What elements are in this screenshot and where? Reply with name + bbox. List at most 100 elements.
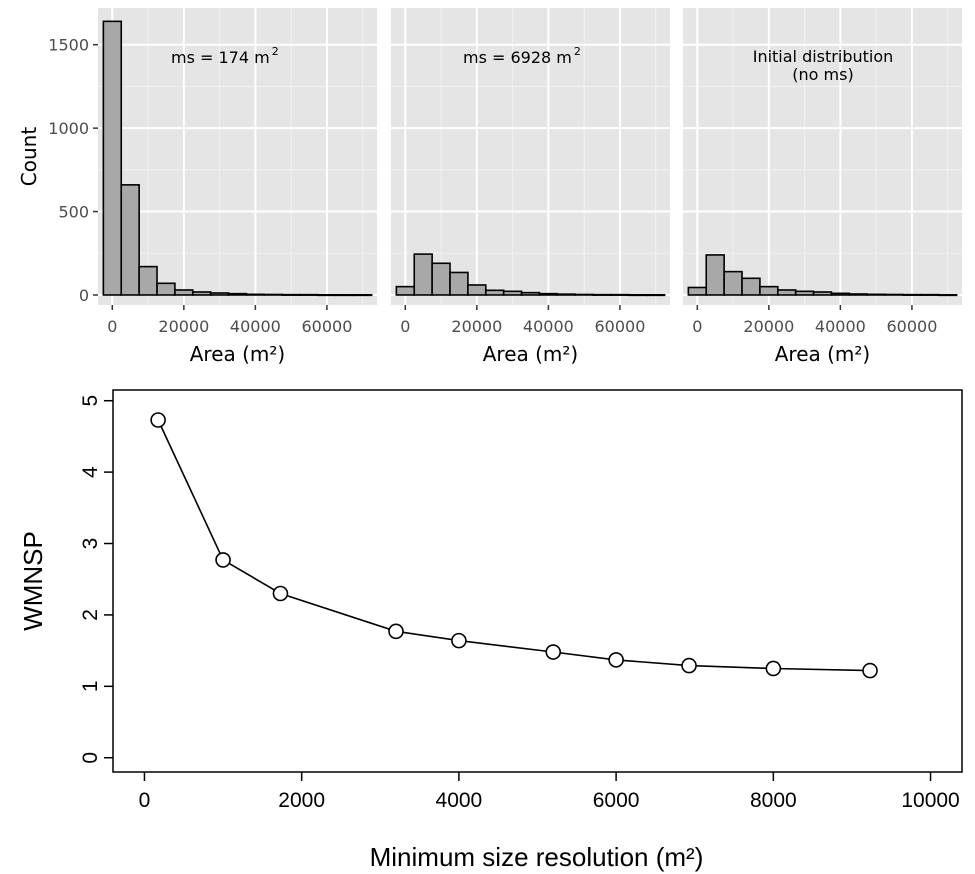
panel-annotation: ms = 6928 m: [463, 48, 572, 67]
histogram-bar: [120, 184, 140, 296]
histogram-bar: [866, 293, 886, 296]
histogram-panel-1: 0 20000 40000 60000 Area (m²) 0 500 1000 1500 Cou…: [17, 8, 377, 366]
y-tick-label: 1000: [48, 119, 89, 138]
x-tick-label: 60000: [594, 317, 645, 336]
x-tick-label: 60000: [886, 317, 937, 336]
histogram-bar: [794, 290, 815, 296]
x-tick-label: 20000: [451, 317, 502, 336]
y-tick-label: 3: [79, 538, 102, 550]
histogram-bar: [741, 277, 761, 296]
y-tick-label: 1500: [48, 36, 89, 55]
histogram-bar: [263, 293, 284, 296]
histogram-bar: [431, 262, 451, 296]
x-tick-label: 60000: [301, 317, 352, 336]
x-tick-label: 20000: [158, 317, 209, 336]
y-tick-label: 0: [79, 752, 102, 764]
x-axis-title: Area (m²): [775, 342, 871, 366]
x-axis-title: Area (m²): [483, 342, 579, 366]
histogram-bar: [191, 291, 212, 296]
y-axis-title: Count: [17, 127, 41, 187]
panel-annotation: ms = 174 m: [171, 48, 270, 67]
histogram-bar: [687, 286, 708, 296]
y-tick-label: 1: [79, 680, 102, 692]
x-tick-label: 0: [139, 789, 151, 812]
x-tick-label: 8000: [750, 789, 797, 812]
y-tick-label: 4: [79, 466, 102, 478]
histogram-bar: [335, 294, 355, 297]
x-tick-label: 40000: [815, 317, 866, 336]
series-line: [157, 419, 871, 672]
panel-annotation-line2: (no ms): [792, 65, 853, 84]
x-tick-label: 0: [107, 317, 117, 336]
histogram-bar: [413, 253, 433, 296]
histogram-bar: [317, 294, 337, 297]
histogram-bar: [484, 289, 505, 296]
y-tick-label: 0: [79, 286, 89, 305]
histogram-bar: [299, 293, 319, 296]
histogram-bar: [556, 293, 577, 296]
histogram-bar: [812, 291, 833, 296]
data-point: [608, 652, 624, 668]
panel-annotation-superscript: 2: [574, 45, 581, 58]
histogram-bar: [776, 289, 797, 296]
data-point: [388, 623, 404, 640]
histogram-bar: [610, 293, 630, 296]
x-axis-title: Area (m²): [190, 342, 286, 366]
histogram-bar: [281, 293, 301, 296]
x-tick-label: 4000: [436, 789, 483, 812]
plot-frame: [112, 389, 963, 773]
x-tick-label: 20000: [743, 317, 794, 336]
x-tick-label: 0: [692, 317, 702, 336]
histogram-bar: [156, 282, 176, 296]
histogram-bar: [502, 290, 523, 296]
histogram-bar: [937, 294, 958, 297]
histogram-bar: [723, 270, 743, 296]
panel-background: [391, 8, 670, 305]
histogram-bar: [227, 292, 248, 296]
histogram-bar: [174, 289, 194, 296]
panel-background: [683, 8, 962, 305]
y-tick-label: 5: [79, 395, 102, 407]
histogram-bar: [830, 292, 851, 296]
histogram-bar: [628, 294, 648, 297]
histogram-bar: [352, 294, 373, 297]
data-point: [215, 552, 231, 568]
x-tick-label: 10000: [901, 789, 959, 812]
data-point: [765, 660, 782, 677]
x-tick-label: 0: [400, 317, 410, 336]
histogram-bar: [395, 285, 416, 296]
histogram-bar: [884, 293, 904, 296]
line-chart: 0 2000 4000 6000 8000 10000 0 1 2 3 4 5 Minimum size…: [18, 389, 963, 872]
histogram-bar: [449, 271, 469, 296]
histogram-bar: [705, 254, 725, 296]
x-tick-label: 2000: [278, 789, 325, 812]
y-axis-title: WMNSP: [18, 531, 48, 631]
x-tick-label: 40000: [523, 317, 574, 336]
histogram-bar: [848, 293, 869, 296]
histogram-bar: [645, 294, 666, 297]
data-point: [545, 644, 562, 660]
histogram-bar: [138, 265, 158, 296]
data-point: [451, 632, 467, 649]
histogram-bar: [467, 284, 487, 296]
histogram-bar: [102, 20, 123, 296]
panel-background: [98, 8, 377, 305]
x-tick-label: 6000: [593, 789, 640, 812]
histogram-bar: [759, 285, 779, 296]
histogram-panel-3: 0 20000 40000 60000 Area (m²) Initial distrib…: [683, 8, 962, 366]
data-point: [272, 585, 289, 602]
histogram-bar: [592, 293, 612, 296]
histogram-bar: [920, 293, 940, 296]
data-point: [150, 412, 166, 428]
histogram-bar: [574, 293, 594, 296]
histogram-bar: [520, 291, 541, 296]
panel-annotation: Initial distribution: [753, 47, 894, 66]
histogram-bar: [245, 293, 266, 296]
histogram-bar: [209, 292, 230, 296]
data-point: [862, 662, 878, 679]
y-tick-label: 500: [58, 203, 89, 222]
y-tick-label: 2: [79, 609, 102, 621]
histogram-bar: [902, 293, 922, 296]
